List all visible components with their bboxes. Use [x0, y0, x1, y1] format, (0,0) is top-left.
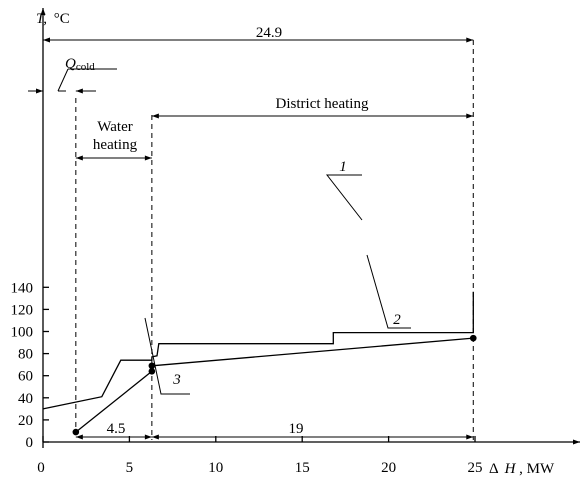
- qcold-subscript: cold: [76, 61, 95, 73]
- curve-1-leader: [325, 174, 363, 221]
- qcold-leader: [57, 68, 69, 92]
- district-span-label: 19: [289, 421, 304, 437]
- water-heating-label-line2: heating: [93, 137, 138, 153]
- y-axis-title: T, °C: [36, 11, 70, 27]
- guide-lines: [28, 37, 474, 440]
- x-tick-label: 5: [126, 460, 134, 476]
- y-tick-label: 40: [18, 391, 33, 407]
- x-tick-label: 25: [468, 460, 483, 476]
- series-curve-3: [75, 370, 153, 433]
- y-tick-label: 100: [11, 325, 34, 341]
- data-point-marker: [72, 428, 80, 436]
- x-tick-label: 15: [295, 460, 310, 476]
- x-tick-label: 20: [381, 460, 396, 476]
- y-tick-label: 20: [18, 413, 33, 429]
- data-point-marker: [469, 334, 477, 342]
- water-span-label: 4.5: [107, 421, 126, 437]
- curve-3-leader: [144, 317, 190, 395]
- x-tick-label: 0: [37, 460, 45, 476]
- x-axis-title-symbol: H: [504, 461, 517, 477]
- series-curve-2: [151, 337, 474, 367]
- series-curve-1: [42, 291, 474, 410]
- y-tick-label: 60: [18, 369, 33, 385]
- curve-2-leader: [366, 254, 411, 329]
- x-tick-label: 10: [208, 460, 223, 476]
- marker-group: [72, 334, 477, 436]
- y-tick-label: 120: [11, 302, 34, 318]
- curve-leaders: 1 2 3: [144, 159, 411, 395]
- qcold-symbol: Q: [65, 56, 76, 72]
- data-point-marker: [148, 362, 156, 370]
- y-ticks: 0 20 40 60 80 100 120 140: [11, 280, 49, 451]
- x-axis-title-unit: , MW: [519, 461, 555, 477]
- x-ticks: 0 5 10 15 20 25: [37, 436, 483, 476]
- x-axis-title: Δ H , MW: [489, 461, 555, 477]
- curve-2-label: 2: [393, 312, 401, 328]
- data-point-marker: [148, 367, 156, 375]
- y-tick-label: 140: [11, 280, 34, 296]
- y-axis-title-unit: °C: [54, 11, 70, 27]
- curve-1-label: 1: [339, 159, 347, 175]
- total-span-label: 24.9: [256, 25, 282, 41]
- y-tick-label: 80: [18, 347, 33, 363]
- x-axis-title-delta: Δ: [489, 461, 499, 477]
- district-heating-label: District heating: [276, 96, 369, 112]
- qcold-label: Qcold: [65, 56, 95, 73]
- y-axis-title-symbol: T,: [36, 11, 47, 27]
- curve-3-label: 3: [172, 372, 181, 388]
- water-heating-label-line1: Water: [97, 119, 132, 135]
- series-group: [42, 291, 474, 433]
- y-tick-label: 0: [26, 435, 34, 451]
